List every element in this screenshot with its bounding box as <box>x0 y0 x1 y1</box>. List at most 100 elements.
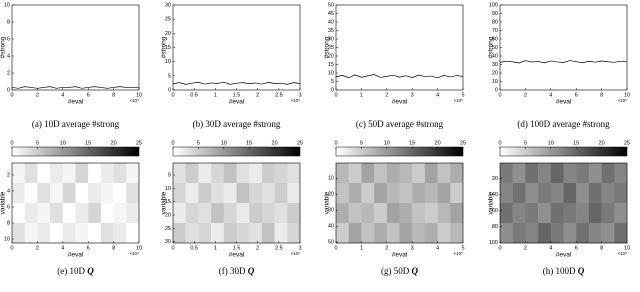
x-tick-label: 2 <box>256 92 259 98</box>
heatmap-cell <box>500 183 513 204</box>
caption: (g) 50D Q <box>381 266 419 276</box>
x-tick-label: 2 <box>36 92 39 98</box>
y-axis-label: variable <box>324 191 331 214</box>
x-tick-label: 0.5 <box>190 245 198 251</box>
heatmap-cell <box>198 163 212 184</box>
heatmap-cell <box>588 163 602 184</box>
x-tick-label: 4 <box>61 245 64 251</box>
heatmap-cell <box>588 203 602 224</box>
colorbar <box>499 146 628 157</box>
y-axis-label: #strong <box>0 36 7 58</box>
heatmap-cell <box>62 223 76 244</box>
y-tick-label: 6 <box>7 204 10 210</box>
x-exponent: ×10⁵ <box>291 98 301 103</box>
heatmap-cell <box>614 203 628 224</box>
heatmap-cell <box>538 183 551 204</box>
y-tick-label: 80 <box>492 19 498 25</box>
y-tick-label: 5 <box>168 172 171 178</box>
heatmap-cell <box>361 183 375 204</box>
y-tick-label: 50 <box>328 240 334 246</box>
x-tick-label: 4 <box>549 92 552 98</box>
heatmap-cell <box>185 183 199 204</box>
heatmap-cell <box>211 223 224 244</box>
caption: (e) 10D Q <box>57 266 94 276</box>
heatmap-cell <box>198 183 212 204</box>
caption: (a) 10D average #strong <box>32 119 120 129</box>
heatmap-cell <box>37 203 51 224</box>
heatmap-cell <box>274 223 288 244</box>
heatmap-cell <box>113 183 127 204</box>
heatmap-cell <box>88 183 102 204</box>
heatmap-cell <box>525 203 539 224</box>
series-line <box>172 81 301 85</box>
axes-frame <box>335 162 464 244</box>
caption: (d) 100D average #strong <box>517 119 610 129</box>
series-line <box>11 86 139 89</box>
heatmap-cell <box>614 223 628 244</box>
heatmap-cell <box>37 223 51 244</box>
heatmap-cell <box>223 163 237 184</box>
heatmap-cell <box>100 223 114 244</box>
heatmap-cell <box>601 203 615 224</box>
caption-text: (f) 30D <box>219 266 246 276</box>
axes-frame <box>499 162 628 244</box>
x-axis-label: #eval <box>392 99 408 106</box>
heatmap-cell <box>424 203 438 224</box>
colorbar-tick-label: 10 <box>60 140 66 146</box>
y-tick-label: 40 <box>328 19 334 25</box>
y-tick-label: 5 <box>168 73 171 79</box>
heatmap-cell <box>550 203 564 224</box>
heatmap-cell <box>525 163 539 184</box>
caption-symbol: Q <box>578 266 585 276</box>
heatmap-cell <box>550 183 564 204</box>
heatmap-cell <box>399 203 413 224</box>
heatmap-cell <box>173 203 186 224</box>
x-tick-label: 6 <box>87 245 90 251</box>
colorbar-tick-label: 20 <box>111 140 117 146</box>
colorbar-tick-label: 25 <box>297 140 303 146</box>
y-tick-label: 35 <box>328 28 334 34</box>
heatmap-cell <box>500 203 513 224</box>
y-tick-label: 100 <box>489 2 498 8</box>
y-axis-label: variable <box>488 191 495 214</box>
caption-text: (a) 10D average #strong <box>32 119 120 129</box>
heatmap-cell <box>386 163 400 184</box>
heatmap-cell <box>525 183 539 204</box>
y-tick-label: 10 <box>492 79 498 85</box>
y-tick-label: 10 <box>165 186 171 192</box>
heatmap-cell <box>75 183 89 204</box>
x-tick-label: 1 <box>360 245 363 251</box>
x-tick-label: 0 <box>334 92 337 98</box>
y-tick-label: 50 <box>328 2 334 8</box>
x-tick-label: 3 <box>411 245 414 251</box>
heatmap-cell <box>198 223 212 244</box>
y-tick-label: 20 <box>492 176 498 182</box>
heatmap-cell <box>236 203 250 224</box>
heatmap-cell <box>450 203 464 224</box>
caption-text: (b) 30D average #strong <box>193 119 281 129</box>
x-axis-label: #eval <box>229 99 245 106</box>
y-tick-label: 20 <box>492 70 498 76</box>
y-tick-label: 10 <box>4 236 10 242</box>
x-tick-label: 6 <box>575 245 578 251</box>
heatmap-cell <box>601 223 615 244</box>
colorbar-tick-label: 0 <box>334 140 337 146</box>
heatmap-cell <box>348 203 362 224</box>
x-tick-label: 1.5 <box>233 245 241 251</box>
heatmap-cell <box>512 163 526 184</box>
heatmap-cell <box>12 203 25 224</box>
x-tick-label: 2.5 <box>275 245 283 251</box>
heatmap-cell <box>386 183 400 204</box>
y-tick-label: 25 <box>165 17 171 23</box>
heatmap-cell <box>62 163 76 184</box>
caption-symbol: Q <box>248 266 255 276</box>
x-tick-label: 2 <box>385 245 388 251</box>
y-tick-label: 15 <box>165 45 171 51</box>
heatmap-cell <box>173 223 186 244</box>
heatmap-cell <box>563 203 577 224</box>
y-tick-label: 30 <box>328 208 334 214</box>
colorbar-tick-label: 20 <box>599 140 605 146</box>
heatmap-cell <box>512 203 526 224</box>
heatmap-cell <box>614 163 628 184</box>
